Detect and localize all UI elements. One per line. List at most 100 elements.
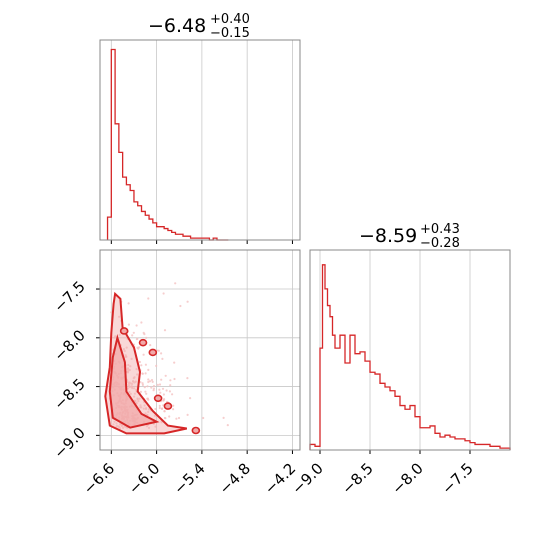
sample-point bbox=[172, 408, 175, 411]
hist2-x-tick-label-3: −7.5 bbox=[438, 459, 476, 497]
sample-point bbox=[150, 378, 154, 382]
sample-point bbox=[186, 377, 189, 380]
sample-point bbox=[156, 383, 159, 386]
hist1-frame bbox=[99, 39, 301, 241]
sample-point bbox=[142, 331, 145, 334]
sample-point bbox=[163, 329, 167, 332]
sample-point bbox=[133, 381, 136, 384]
sample-point bbox=[139, 404, 142, 407]
sample-point bbox=[168, 415, 171, 418]
sample-point bbox=[127, 382, 131, 385]
sample-point bbox=[145, 407, 148, 410]
sample-point bbox=[158, 406, 161, 410]
sample-point bbox=[136, 373, 139, 376]
sample-point bbox=[160, 407, 164, 410]
sample-point bbox=[144, 412, 147, 415]
sample-point bbox=[222, 416, 225, 419]
sample-point bbox=[129, 365, 132, 368]
sample-point bbox=[175, 417, 178, 420]
sample-point bbox=[145, 392, 148, 395]
hist2-x-tick-label-2: −8.0 bbox=[388, 459, 426, 497]
sample-point bbox=[172, 404, 175, 407]
sample-point bbox=[173, 361, 176, 364]
sample-point bbox=[127, 302, 130, 305]
sample-point bbox=[140, 364, 143, 367]
sample-point bbox=[140, 321, 143, 324]
sample-point bbox=[120, 424, 123, 428]
sample-point bbox=[122, 348, 125, 351]
sample-point bbox=[126, 368, 130, 371]
sample-point bbox=[115, 422, 118, 425]
sample-point bbox=[141, 383, 144, 386]
sample-point bbox=[186, 413, 189, 416]
sample-point bbox=[147, 380, 150, 384]
sample-point bbox=[155, 364, 158, 367]
sample-point bbox=[135, 324, 138, 327]
sample-point bbox=[147, 368, 150, 371]
sample-point bbox=[186, 300, 189, 303]
sample-point bbox=[143, 386, 146, 389]
joint-y-tick-label-0: −9.0 bbox=[50, 424, 88, 462]
sample-point bbox=[169, 384, 172, 387]
sample-point bbox=[152, 384, 156, 388]
sample-point bbox=[160, 352, 163, 355]
hist2-x-tick-label-1: −8.5 bbox=[338, 459, 376, 497]
sample-point bbox=[129, 392, 132, 395]
hist2-series bbox=[309, 264, 511, 450]
sample-point bbox=[128, 368, 131, 372]
marginal-histogram-param-2: −9.0 −8.5 −8.0 −7.5 bbox=[288, 249, 511, 498]
sample-point bbox=[158, 383, 162, 386]
sample-point bbox=[135, 368, 138, 371]
sample-point bbox=[128, 384, 131, 387]
sample-point bbox=[128, 390, 131, 394]
sample-point bbox=[126, 387, 129, 390]
sample-point bbox=[146, 397, 149, 400]
sample-point bbox=[135, 388, 138, 391]
sample-point bbox=[145, 336, 148, 339]
sample-point bbox=[113, 420, 116, 423]
sample-point bbox=[154, 425, 157, 428]
sample-point bbox=[142, 353, 145, 356]
sample-point bbox=[147, 426, 151, 429]
sample-point bbox=[132, 331, 135, 334]
sample-point bbox=[125, 346, 128, 349]
sample-point bbox=[127, 323, 130, 326]
sample-point bbox=[133, 392, 136, 395]
sample-point bbox=[132, 380, 135, 383]
sample-point bbox=[153, 414, 156, 417]
sample-point bbox=[131, 386, 134, 390]
title-param-1-upper-error: +0.40 bbox=[210, 12, 250, 27]
sample-point bbox=[147, 408, 150, 411]
sample-point bbox=[148, 380, 152, 383]
sample-point bbox=[139, 406, 142, 409]
sample-point bbox=[133, 376, 136, 379]
sample-point bbox=[163, 410, 166, 413]
joint-y-tick-label-3: −7.5 bbox=[50, 277, 88, 315]
sample-point bbox=[118, 315, 121, 318]
sample-point bbox=[174, 282, 177, 285]
sample-point bbox=[163, 398, 166, 401]
sample-point bbox=[138, 397, 141, 400]
sample-point bbox=[131, 382, 134, 386]
contour-island-5 bbox=[191, 426, 201, 435]
sample-point bbox=[164, 374, 167, 377]
title-param-1-median: −6.48 bbox=[148, 15, 206, 37]
sample-point bbox=[123, 349, 126, 353]
sample-point bbox=[137, 400, 140, 403]
sample-point bbox=[124, 354, 127, 357]
sample-point bbox=[160, 378, 163, 381]
sample-point bbox=[121, 426, 125, 429]
sample-point bbox=[161, 387, 165, 390]
sample-point bbox=[173, 377, 176, 381]
sample-point bbox=[162, 393, 165, 396]
sample-point bbox=[161, 357, 164, 360]
marginal-histogram-param-1 bbox=[99, 39, 301, 244]
sample-point bbox=[134, 399, 137, 403]
sample-point bbox=[144, 372, 147, 375]
sample-point bbox=[151, 380, 154, 383]
sample-point bbox=[163, 416, 166, 420]
joint-x-tick-label-2: −5.4 bbox=[170, 459, 208, 497]
sample-point bbox=[162, 292, 165, 295]
sample-point bbox=[141, 382, 144, 385]
title-param-2-median: −8.59 bbox=[359, 225, 417, 247]
